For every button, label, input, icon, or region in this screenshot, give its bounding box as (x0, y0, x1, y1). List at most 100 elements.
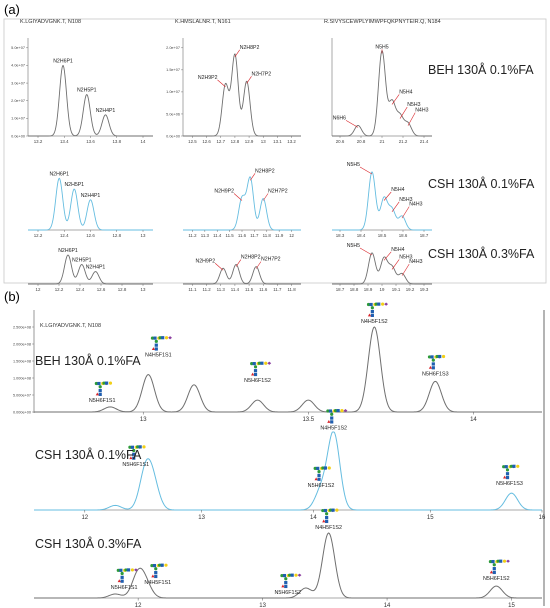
glycan-monomer-square (260, 361, 264, 365)
glycan-monomer-square (105, 381, 109, 385)
x-tick-label: 13.6 (86, 139, 95, 144)
peak-label: N5H6F1S2 (308, 483, 335, 489)
chromatogram-1-1: 11.2 11.3 11.4 11.5 11.6 11.7 11.8 11.9 12 N2H9P2… (183, 168, 301, 238)
condition-label: CSH 130Å 0.1%FA (35, 447, 142, 462)
peak-label: N5H5 (347, 243, 360, 249)
chromatogram-b-2: 12 13 14 15 N5H6F1S1 N4H5F1S1 N5H6F1S2 N4H5F1S2… (34, 508, 542, 608)
glycan-structure-icon (502, 464, 520, 480)
x-tick-label: 11.3 (217, 287, 226, 292)
glycan-monomer-diamond (297, 573, 302, 577)
x-tick-label: 13.4 (60, 139, 69, 144)
x-tick-label: 12.6 (86, 233, 95, 238)
y-tick-label: 1.0e+07 (166, 90, 180, 94)
glycan-monomer-circle (120, 571, 124, 576)
glycan-monomer-diamond (168, 336, 172, 340)
glycan-monomer-square (290, 573, 294, 577)
trace-line (332, 171, 432, 231)
peak-label: N5H6F1S1 (89, 398, 116, 404)
peak-label: N2H5P1 (77, 88, 97, 94)
peak-label: N5H5 (347, 162, 360, 168)
x-tick-label: 12 (289, 233, 294, 238)
x-tick-label: 11.6 (238, 233, 247, 238)
glycan-monomer-diamond (133, 568, 138, 572)
glycan-monomer-circle (116, 568, 120, 572)
x-tick-label: 11.3 (201, 233, 210, 238)
glycan-monomer-circle (502, 465, 506, 469)
glycan-monomer-square (120, 575, 124, 579)
trace-line (28, 254, 153, 285)
glycan-monomer-circle (158, 563, 162, 567)
glycan-monomer-square (282, 573, 287, 578)
chromatogram-0-1: 12.2 12.4 12.6 12.8 13 N2H6P1 N2H5P1 N2H4P1 (28, 171, 153, 238)
x-tick-label: 13 (198, 515, 205, 521)
peak-label: N2H8P2 (240, 45, 260, 51)
glycan-monomer-square (152, 563, 157, 568)
glycan-monomer-triangle (428, 365, 433, 369)
glycan-monomer-square (120, 579, 124, 583)
panel-a: K.LGIYADVGNK.T, N108 13.2 13.4 13.6 13.8 14 0.… (11, 19, 535, 292)
y-tick-label: 0.0e+00 (11, 134, 25, 138)
peak-leader-line (214, 263, 224, 271)
glycan-monomer-square (132, 452, 136, 456)
glycan-monomer-diamond (384, 302, 389, 306)
peak-leader-line (255, 261, 262, 269)
y-tick-label: 5.0e+06 (166, 112, 180, 116)
y-tick-label: 0.0e+00 (166, 134, 180, 138)
peak-label: N5H6F1S2 (483, 576, 510, 582)
glycan-monomer-square (98, 392, 102, 396)
glycan-monomer-circle (102, 381, 106, 385)
glycan-structure-icon (116, 568, 138, 583)
peak-leader-line (250, 173, 256, 181)
peak-leader-line (345, 120, 359, 128)
glycan-monomer-square (323, 466, 328, 470)
glycan-monomer-triangle (151, 574, 155, 578)
condition-label: BEH 130Å 0.1%FA (428, 62, 534, 77)
peak-leader-line (391, 259, 400, 270)
peak-label: N5H6F1S3 (422, 371, 449, 377)
x-tick-label: 19 (380, 287, 385, 292)
y-tick-label: 1.5e+07 (166, 68, 180, 72)
peak-leader-line (262, 193, 269, 201)
glycan-monomer-square (330, 420, 334, 424)
glycan-monomer-circle (98, 385, 102, 389)
chromatogram-1-2: 11.1 11.2 11.3 11.4 11.5 11.6 11.7 11.8 N2H9P2 N2… (183, 255, 301, 292)
glycan-structure-icon (250, 361, 272, 377)
x-tick-label: 12 (135, 603, 142, 608)
glycan-monomer-circle (321, 508, 325, 513)
trace-line (183, 176, 301, 231)
glycan-monomer-square (252, 362, 256, 366)
x-tick-label: 11.8 (263, 233, 272, 238)
x-tick-label: 13 (140, 417, 147, 423)
peak-leader-line (391, 201, 400, 213)
x-tick-label: 11.9 (275, 233, 284, 238)
glycan-monomer-triangle (327, 419, 331, 423)
peak-label: N5H6F1S1 (122, 462, 149, 468)
glycan-monomer-circle (317, 469, 321, 474)
glycan-monomer-circle (294, 573, 298, 577)
glycan-monomer-square (153, 336, 157, 340)
x-tick-label: 11.2 (188, 233, 197, 238)
peak-leader-line (399, 106, 408, 119)
peak-leader-line (217, 79, 226, 88)
condition-label: CSH 130Å 0.3%FA (428, 246, 535, 261)
peak-label: N2H6P1 (53, 58, 73, 64)
glycan-monomer-circle (257, 361, 261, 365)
x-tick-label: 14 (470, 417, 477, 423)
glycan-monomer-triangle (322, 519, 326, 523)
x-tick-label: 11.6 (259, 287, 268, 292)
glycan-monomer-square (161, 336, 165, 340)
peak-leader-line (383, 251, 392, 261)
x-tick-label: 12.7 (216, 139, 225, 144)
peak-leader-line (233, 193, 243, 201)
trace-line (332, 49, 432, 137)
x-tick-label: 13 (261, 139, 266, 144)
glycan-monomer-circle (288, 573, 292, 577)
glycan-monomer-triangle (117, 579, 121, 583)
peak-label: N4H5F1S2 (361, 319, 388, 325)
glycan-structure-icon (150, 336, 172, 351)
y-tick-label: 2.500e+08 (13, 325, 31, 329)
glycan-monomer-circle (124, 568, 128, 572)
x-tick-label: 11.5 (225, 233, 234, 238)
